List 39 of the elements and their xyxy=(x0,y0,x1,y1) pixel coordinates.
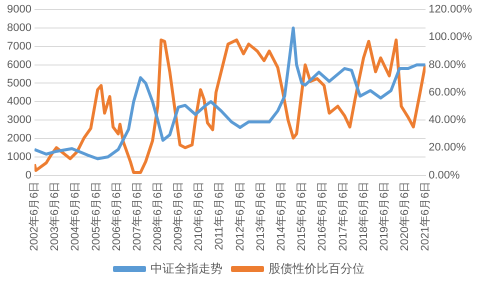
y-tick-label: 1000 xyxy=(6,150,32,163)
x-tick-label: 2003年6月6日 xyxy=(49,181,62,252)
x-tick-label: 2002年6月6日 xyxy=(28,181,40,252)
x-tick-label: 2018年6月6日 xyxy=(358,181,370,252)
y-tick-label: 2000 xyxy=(6,132,32,145)
y-tick-label: 5000 xyxy=(6,77,32,90)
x-tick-label: 2013年6月6日 xyxy=(254,181,267,252)
x-tick-label: 2019年6月6日 xyxy=(378,181,390,252)
y-tick-label: 7000 xyxy=(6,40,32,52)
x-tick-label: 2016年6月6日 xyxy=(316,181,329,252)
y2-tick-label: 80.00% xyxy=(428,58,466,71)
x-tick-label: 2020年6月6日 xyxy=(399,181,412,252)
y2-tick-label: 40.00% xyxy=(428,114,466,126)
x-tick-label: 2010年6月6日 xyxy=(193,181,206,252)
y-tick-label: 0 xyxy=(25,169,32,182)
y-tick-label: 6000 xyxy=(6,58,32,71)
y2-tick-label: 120.00% xyxy=(428,4,472,16)
legend-label: 中证全指走势 xyxy=(150,261,222,276)
x-tick-label: 2017年6月6日 xyxy=(337,181,350,252)
x-tick-label: 2009年6月6日 xyxy=(172,181,185,252)
x-tick-label: 2006年6月6日 xyxy=(110,181,123,252)
legend-label: 股债性价比百分位 xyxy=(268,261,364,276)
y-tick-label: 3000 xyxy=(6,114,32,126)
x-tick-label: 2008年6月6日 xyxy=(152,181,164,252)
y2-tick-label: 60.00% xyxy=(428,86,466,98)
x-tick-label: 2007年6月6日 xyxy=(131,181,144,252)
y2-tick-label: 20.00% xyxy=(428,142,466,154)
x-tick-label: 2021年6月6日 xyxy=(420,181,432,252)
y-tick-label: 9000 xyxy=(6,4,32,16)
x-tick-label: 2012年6月6日 xyxy=(234,181,246,252)
x-tick-label: 2005年6月6日 xyxy=(90,181,102,252)
y2-tick-label: 100.00% xyxy=(428,31,472,44)
y-tick-label: 4000 xyxy=(6,96,32,108)
x-tick-label: 2014年6月6日 xyxy=(276,181,288,252)
y-tick-label: 8000 xyxy=(6,22,32,34)
x-tick-label: 2004年6月6日 xyxy=(70,181,82,252)
x-tick-label: 2015年6月6日 xyxy=(296,181,308,252)
x-tick-label: 2011年6月6日 xyxy=(214,181,226,250)
y2-tick-label: 0.00% xyxy=(428,169,460,182)
